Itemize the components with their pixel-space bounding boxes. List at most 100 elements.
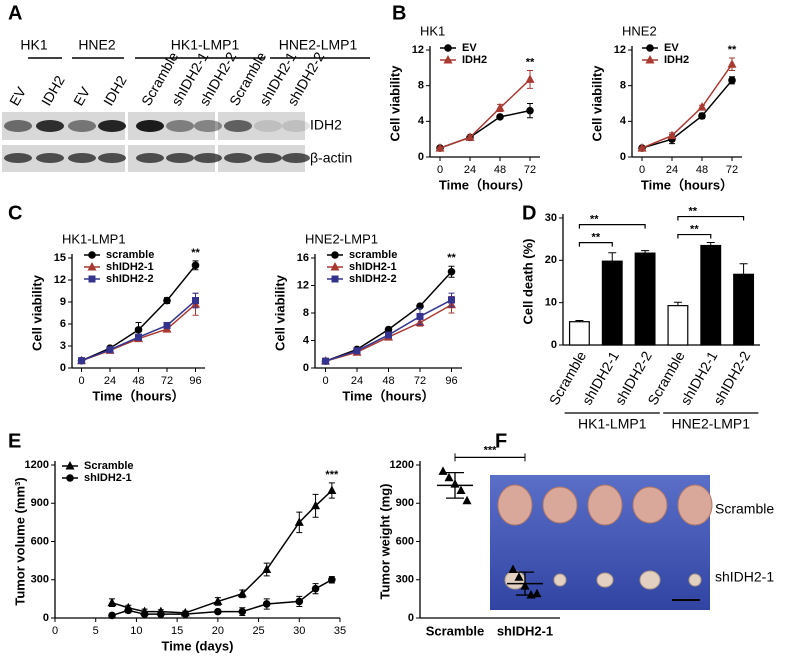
- x-tick-label: 48: [696, 164, 708, 176]
- data-point: [353, 347, 361, 355]
- legend-label: EV: [664, 42, 679, 54]
- x-tick-label: 96: [189, 375, 201, 387]
- legend-marker: [66, 474, 74, 482]
- x-tick-label: 72: [726, 164, 738, 176]
- bar: [700, 244, 722, 346]
- data-point: [134, 326, 143, 334]
- legend-label: IDH2: [664, 54, 689, 66]
- blot-band: [254, 153, 282, 163]
- significance: **: [447, 252, 456, 264]
- panel-label: D: [522, 202, 536, 224]
- data-point: [327, 485, 337, 494]
- y-tick-label: 12: [614, 44, 626, 56]
- legend-marker: [65, 461, 75, 470]
- significance: **: [728, 44, 737, 56]
- x-tick-label: shIDH2-1: [497, 623, 553, 638]
- data-point: [163, 296, 171, 305]
- blot-band: [98, 120, 126, 132]
- error-bar: [608, 252, 617, 262]
- x-tick-label: Scramble: [426, 623, 485, 638]
- data-point: [525, 74, 535, 83]
- y-tick-label: 12: [297, 279, 309, 291]
- data-point: [106, 346, 114, 354]
- y-axis-label: Cell viability: [272, 274, 287, 351]
- panel-label: E: [8, 430, 21, 452]
- y-axis-label: Cell viability: [387, 65, 402, 142]
- y-tick-label: 1200: [25, 459, 49, 471]
- bracket: [578, 241, 613, 247]
- legend-label: EV: [462, 42, 477, 54]
- y-tick-label: 4: [303, 334, 310, 346]
- blot-band: [36, 153, 64, 163]
- data-point: [213, 596, 223, 605]
- data-point: [163, 321, 171, 329]
- legend-marker: [645, 55, 655, 64]
- blot-band: [166, 153, 194, 163]
- x-axis-label: Time（hours）: [92, 388, 184, 403]
- x-tick-label: 48: [132, 375, 144, 387]
- data-point: [181, 610, 190, 618]
- tumor: [596, 572, 614, 588]
- blot-band: [36, 120, 64, 132]
- data-point: [435, 143, 445, 152]
- data-point: [532, 588, 542, 598]
- data-point: [214, 607, 222, 616]
- x-axis-label: Time（hours）: [342, 388, 434, 403]
- error-bar: [575, 319, 584, 322]
- y-tick-label: 0: [303, 362, 309, 374]
- x-axis-label: Time（hours）: [641, 177, 733, 192]
- legend-marker: [88, 275, 96, 283]
- y-tick-label: 15: [54, 252, 66, 264]
- chart-title: HK1: [420, 23, 445, 38]
- legend-marker: [443, 55, 453, 64]
- x-tick-label: 30: [293, 625, 305, 637]
- y-tick-label: 8: [303, 307, 309, 319]
- y-tick-label: 10: [545, 297, 557, 309]
- x-tick-label: 15: [171, 625, 183, 637]
- group-label: HNE2-LMP1: [279, 37, 358, 53]
- panel-label: A: [8, 2, 22, 24]
- y-tick-label: 8: [418, 80, 424, 92]
- x-tick-label: 0: [322, 375, 328, 387]
- lane-label: IDH2: [100, 73, 130, 109]
- x-tick-label: 10: [130, 625, 142, 637]
- x-tick-label: 0: [78, 375, 84, 387]
- data-point: [157, 610, 165, 618]
- bar: [601, 260, 623, 346]
- panel-label: F: [495, 430, 507, 452]
- x-tick-label: 25: [252, 625, 264, 637]
- data-point: [444, 472, 454, 482]
- data-point: [448, 296, 455, 304]
- y-axis-label: Cell viability: [29, 274, 44, 351]
- data-point: [438, 466, 448, 475]
- data-point: [508, 564, 518, 574]
- data-point: [262, 564, 272, 574]
- error-bar: [739, 263, 748, 275]
- data-point: [384, 325, 393, 334]
- series-line: [111, 489, 333, 614]
- blot-band: [194, 153, 222, 163]
- data-point: [107, 597, 117, 607]
- y-tick-label: 600: [31, 535, 49, 547]
- y-tick-label: 0: [620, 151, 626, 163]
- data-point: [447, 267, 456, 276]
- band-label: β-actin: [310, 150, 352, 166]
- x-tick-label: 35: [334, 625, 346, 637]
- x-axis-label: Time（hours）: [439, 177, 531, 192]
- x-tick-label: 5: [93, 625, 99, 637]
- blot-band: [136, 153, 164, 163]
- data-point: [322, 357, 329, 365]
- legend-marker: [87, 262, 97, 271]
- significance: **: [690, 223, 699, 235]
- y-tick-label: 9: [60, 296, 66, 308]
- x-axis-label: Time (days): [161, 638, 233, 653]
- blot-band: [136, 120, 164, 132]
- legend-label: shIDH2-2: [106, 273, 154, 285]
- legend-marker: [646, 44, 654, 52]
- blot-band: [68, 153, 96, 163]
- data-point: [192, 297, 199, 305]
- series-line: [325, 271, 453, 362]
- series-line: [439, 78, 531, 149]
- legend-label: Scramble: [84, 460, 134, 472]
